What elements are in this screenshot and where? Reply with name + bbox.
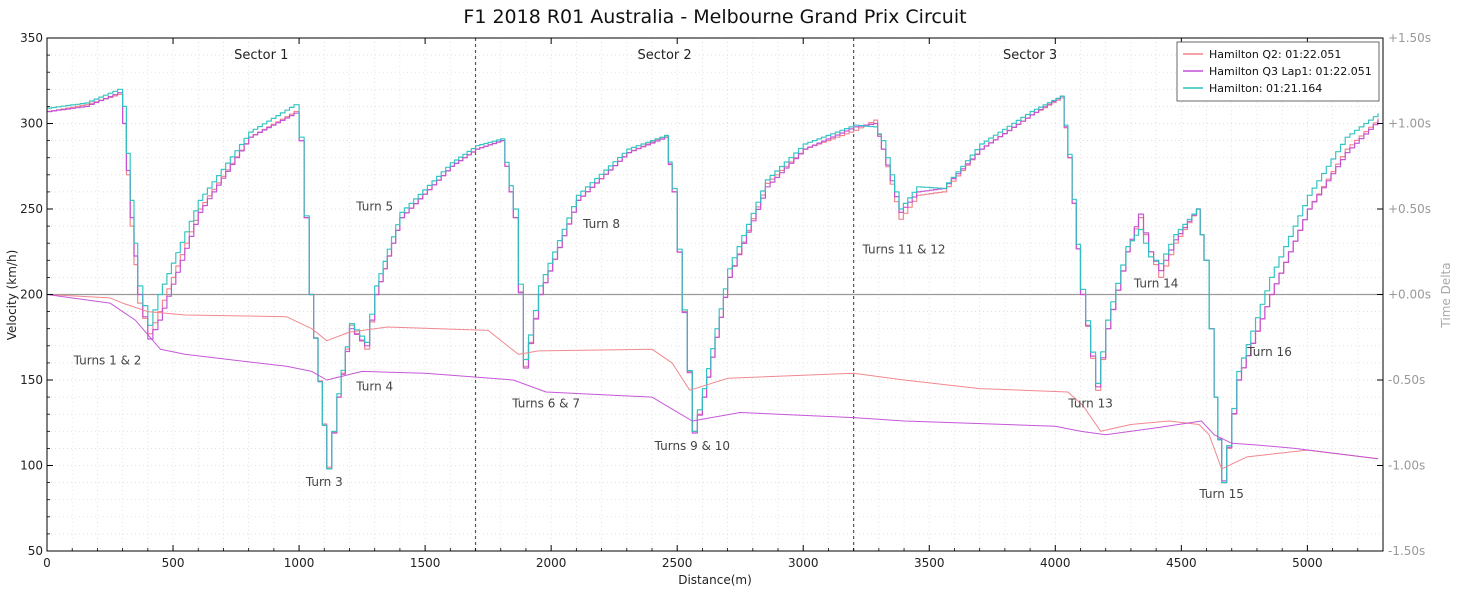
series-lines — [47, 88, 1379, 484]
y-tick-label: 250 — [20, 202, 43, 216]
turn-label: Turn 16 — [1246, 345, 1292, 359]
turn-label: Turn 8 — [582, 217, 620, 231]
x-tick-label: 3500 — [914, 556, 945, 570]
y2-axis-ticks: +1.50s +1.00s +0.50s +0.00s -0.50s -1.00s -1.5… — [1377, 31, 1431, 558]
sector-label: Sector 2 — [637, 48, 691, 63]
turn-label: Turns 9 & 10 — [654, 439, 730, 453]
turn-label: Turns 11 & 12 — [862, 242, 946, 256]
turn-label: Turn 15 — [1198, 487, 1244, 501]
legend-entry: Hamilton Q2: 01:22.051 — [1209, 48, 1341, 61]
x-tick-label: 500 — [162, 556, 185, 570]
x-axis-label: Distance(m) — [678, 573, 752, 587]
grid-lines — [46, 37, 1384, 552]
x-tick-label: 4000 — [1040, 556, 1071, 570]
turn-label: Turn 14 — [1133, 277, 1179, 291]
y2-tick-label: +0.50s — [1388, 202, 1431, 216]
y-axis-label: Velocity (km/h) — [5, 250, 19, 341]
sector-label: Sector 3 — [1003, 48, 1057, 63]
y2-tick-label: -1.50s — [1388, 544, 1425, 558]
turn-label: Turn 13 — [1067, 396, 1113, 410]
series-line-2 — [47, 88, 1379, 484]
sector-labels: Sector 1 Sector 2 Sector 3 — [234, 48, 1057, 63]
turn-label: Turn 3 — [305, 475, 343, 489]
turn-label: Turn 5 — [355, 200, 393, 214]
legend-entry: Hamilton Q3 Lap1: 01:22.051 — [1209, 65, 1372, 78]
y2-tick-label: -0.50s — [1388, 373, 1425, 387]
y-tick-label: 100 — [20, 459, 43, 473]
legend-entry: Hamilton: 01:21.164 — [1209, 82, 1322, 95]
series-line-3 — [47, 294, 1379, 470]
y2-tick-label: +0.00s — [1388, 288, 1431, 302]
y-tick-label: 300 — [20, 117, 43, 131]
y-tick-label: 50 — [28, 544, 43, 558]
sector-lines — [474, 38, 855, 551]
turn-label: Turns 6 & 7 — [511, 396, 580, 410]
y-axis-ticks: 50 100 150 200 250 300 350 — [20, 31, 53, 558]
x-tick-label: 3000 — [788, 556, 819, 570]
sector-label: Sector 1 — [234, 48, 288, 63]
legend-box — [1176, 41, 1380, 102]
turn-annotations: Turns 1 & 2 Turn 3 Turn 4 Turn 5 Turns 6 & 7… — [73, 200, 1292, 501]
y2-tick-label: -1.00s — [1388, 459, 1425, 473]
x-tick-label: 1000 — [284, 556, 315, 570]
y2-tick-label: +1.00s — [1388, 117, 1431, 131]
legend: Hamilton Q2: 01:22.051 Hamilton Q3 Lap1: … — [1176, 41, 1380, 102]
y2-tick-label: +1.50s — [1388, 31, 1431, 45]
x-axis-ticks: 0 500 1000 1500 2000 2500 3000 3500 4000 4500 5000 — [43, 38, 1384, 570]
series-line-4 — [47, 294, 1379, 460]
x-tick-label: 5000 — [1292, 556, 1323, 570]
turn-label: Turn 4 — [355, 379, 393, 393]
chart-title: F1 2018 R01 Australia - Melbourne Grand … — [463, 6, 966, 28]
x-tick-label: 1500 — [410, 556, 441, 570]
x-tick-label: 4500 — [1166, 556, 1197, 570]
turn-label: Turns 1 & 2 — [73, 354, 142, 368]
y-tick-label: 150 — [20, 373, 43, 387]
y-tick-label: 350 — [20, 31, 43, 45]
x-tick-label: 2000 — [536, 556, 567, 570]
y2-axis-label: Time Delta — [1439, 262, 1453, 328]
x-tick-label: 2500 — [662, 556, 693, 570]
x-tick-label: 0 — [43, 556, 51, 570]
y-tick-label: 200 — [20, 288, 43, 302]
